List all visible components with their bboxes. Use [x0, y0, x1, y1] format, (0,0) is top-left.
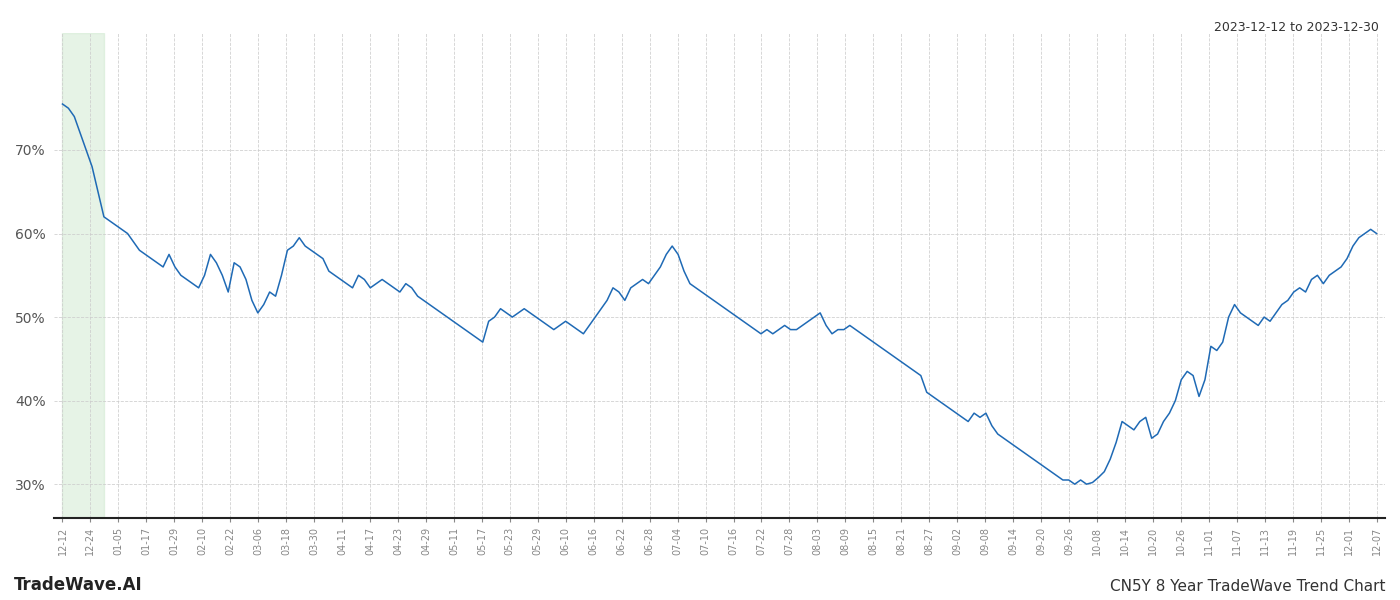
Text: CN5Y 8 Year TradeWave Trend Chart: CN5Y 8 Year TradeWave Trend Chart: [1110, 579, 1386, 594]
Text: TradeWave.AI: TradeWave.AI: [14, 576, 143, 594]
Text: 2023-12-12 to 2023-12-30: 2023-12-12 to 2023-12-30: [1214, 21, 1379, 34]
Bar: [63, 33, 105, 518]
